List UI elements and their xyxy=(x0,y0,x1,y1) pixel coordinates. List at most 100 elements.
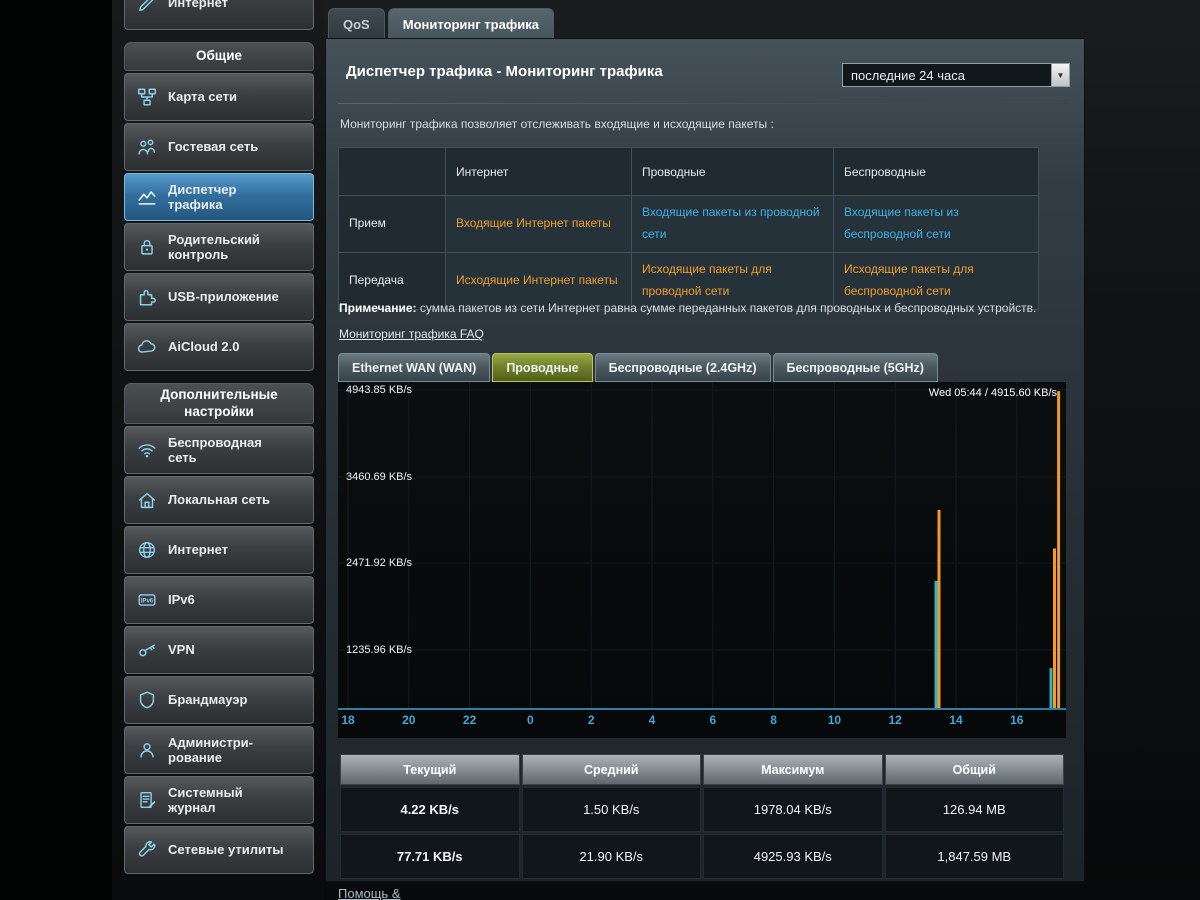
note-label: Примечание: xyxy=(339,301,417,315)
sidebar-item-system-log[interactable]: Системный журнал xyxy=(124,776,314,824)
intro-text: Мониторинг трафика позволяет отслеживать… xyxy=(340,117,774,131)
stats-header-current: Текущий xyxy=(340,754,520,785)
guest-network-icon xyxy=(135,135,159,159)
note-text: Примечание: сумма пакетов из сети Интерн… xyxy=(339,301,1059,315)
sidebar-item-network-map[interactable]: Карта сети xyxy=(124,73,314,121)
traffic-chart-svg xyxy=(338,382,1066,710)
stats-table: Текущий Средний Максимум Общий 4.22 KB/s… xyxy=(338,752,1066,881)
sidebar-item-label: Родительский контроль xyxy=(168,231,260,262)
house-icon xyxy=(135,488,159,512)
traffic-chart: 4943.85 KB/s 3460.69 KB/s 2471.92 KB/s 1235… xyxy=(338,382,1066,738)
sidebar-section-general-title: Общие xyxy=(124,42,314,71)
stats-value-current-rx: 4.22 KB/s xyxy=(340,787,520,832)
sidebar: Интернет Общие Карта сети Гостевая сеть xyxy=(124,0,314,876)
packet-cell: Исходящие пакеты для проводной сети xyxy=(631,252,834,310)
packet-table-header-row: Интернет Проводные Беспроводные xyxy=(338,147,1039,196)
row-label-transmission: Передача xyxy=(338,252,446,310)
chart-tab-wireless-24ghz[interactable]: Беспроводные (2.4GHz) xyxy=(594,353,771,382)
help-link[interactable]: Помощь & xyxy=(338,886,401,900)
chart-tab-wireless-5ghz[interactable]: Беспроводные (5GHz) xyxy=(772,353,938,382)
sidebar-item-lan[interactable]: Локальная сеть xyxy=(124,476,314,524)
note-body: сумма пакетов из сети Интернет равна сум… xyxy=(419,301,1037,315)
tab-traffic-monitoring[interactable]: Мониторинг трафика xyxy=(387,8,554,39)
puzzle-icon xyxy=(135,285,159,309)
page-title: Диспетчер трафика - Мониторинг трафика xyxy=(346,63,663,80)
packet-cell: Входящие пакеты из проводной сети xyxy=(631,195,834,253)
sidebar-item-ipv6[interactable]: IPv6 IPv6 xyxy=(124,576,314,624)
stats-value-total-rx: 126.94 MB xyxy=(884,787,1064,832)
packet-table-row-transmission: Передача Исходящие Интернет пакеты Исход… xyxy=(338,252,1039,310)
sidebar-item-firewall[interactable]: Брандмауэр xyxy=(124,676,314,724)
sidebar-item-guest-network[interactable]: Гостевая сеть xyxy=(124,123,314,171)
sidebar-item-label: Интернет xyxy=(168,0,229,10)
sidebar-item-wan[interactable]: Интернет xyxy=(124,526,314,574)
sidebar-item-wireless[interactable]: Беспроводная сеть xyxy=(124,426,314,474)
content-panel: Диспетчер трафика - Мониторинг трафика п… xyxy=(325,38,1085,882)
stats-value-maximum-tx: 4925.93 KB/s xyxy=(703,834,883,879)
sidebar-item-label: Гостевая сеть xyxy=(168,139,259,155)
packet-cell: Исходящие Интернет пакеты xyxy=(445,252,632,310)
faq-link[interactable]: Мониторинг трафика FAQ xyxy=(339,327,484,341)
sidebar-item-parental-control[interactable]: Родительский контроль xyxy=(124,223,314,271)
title-divider xyxy=(338,103,1070,104)
stats-row-transmission: 77.71 KB/s 21.90 KB/s 4925.93 KB/s 1,847… xyxy=(340,834,1064,879)
stats-value-maximum-rx: 1978.04 KB/s xyxy=(703,787,883,832)
sidebar-item-aicloud[interactable]: AiCloud 2.0 xyxy=(124,323,314,371)
period-select-value: последние 24 часа xyxy=(851,67,965,83)
sidebar-item-label: Брандмауэр xyxy=(168,692,248,708)
tab-traffic-monitoring-label: Мониторинг трафика xyxy=(402,16,539,32)
stats-row-reception: 4.22 KB/s 1.50 KB/s 1978.04 KB/s 126.94 … xyxy=(340,787,1064,832)
chart-tab-ethernet-wan[interactable]: Ethernet WAN (WAN) xyxy=(338,353,491,382)
sidebar-item-label: Администри- рование xyxy=(168,734,253,765)
packet-table-row-reception: Прием Входящие Интернет пакеты Входящие … xyxy=(338,195,1039,253)
tab-qos-label: QoS xyxy=(343,16,370,32)
sidebar-item-quick-internet-setup[interactable]: Интернет xyxy=(124,0,314,30)
ipv6-badge-icon: IPv6 xyxy=(135,588,159,612)
stats-header-row: Текущий Средний Максимум Общий xyxy=(340,754,1064,785)
sidebar-item-label: Беспроводная сеть xyxy=(168,434,262,465)
packet-table-header-internet: Интернет xyxy=(445,147,632,196)
chart-cursor-label: Wed 05:44 / 4915.60 KB/s xyxy=(928,387,1057,399)
traffic-manager-icon xyxy=(135,185,159,209)
stats-value-total-tx: 1,847.59 MB xyxy=(884,834,1064,879)
sidebar-item-label: AiCloud 2.0 xyxy=(168,339,240,355)
sidebar-item-traffic-manager[interactable]: Диспетчер трафика xyxy=(124,173,314,221)
log-document-icon xyxy=(135,788,159,812)
stats-value-current-tx: 77.71 KB/s xyxy=(340,834,520,879)
left-black-strip xyxy=(0,0,112,900)
chart-tab-wired[interactable]: Проводные xyxy=(492,353,593,382)
stats-value-average-tx: 21.90 KB/s xyxy=(521,834,701,879)
sidebar-item-label: Сетевые утилиты xyxy=(168,842,284,858)
sidebar-item-label: Интернет xyxy=(168,542,229,558)
top-tab-bar: QoS Мониторинг трафика xyxy=(328,8,554,39)
packet-table-corner-cell xyxy=(338,147,446,196)
cloud-icon xyxy=(135,335,159,359)
stats-header-maximum: Максимум xyxy=(703,754,883,785)
stats-header-average: Средний xyxy=(521,754,701,785)
period-select[interactable]: последние 24 часа ▼ xyxy=(842,63,1070,87)
sidebar-item-label: Локальная сеть xyxy=(168,492,270,508)
sidebar-item-label: Карта сети xyxy=(168,89,237,105)
chart-tabs: Ethernet WAN (WAN) Проводные Беспроводны… xyxy=(338,353,938,382)
row-label-reception: Прием xyxy=(338,195,446,253)
quick-setup-pencil-icon xyxy=(135,0,159,15)
person-icon xyxy=(135,738,159,762)
network-map-icon xyxy=(135,85,159,109)
sidebar-section-advanced-title: Дополнительные настройки xyxy=(124,383,314,424)
sidebar-section-advanced: Дополнительные настройки Беспроводная се… xyxy=(124,383,314,874)
sidebar-section-general: Общие Карта сети Гостевая сеть Диспетчер… xyxy=(124,42,314,371)
sidebar-item-vpn[interactable]: VPN xyxy=(124,626,314,674)
packet-cell: Входящие Интернет пакеты xyxy=(445,195,632,253)
sidebar-item-administration[interactable]: Администри- рование xyxy=(124,726,314,774)
svg-text:IPv6: IPv6 xyxy=(141,599,154,605)
sidebar-item-usb-application[interactable]: USB-приложение xyxy=(124,273,314,321)
sidebar-item-network-tools[interactable]: Сетевые утилиты xyxy=(124,826,314,874)
globe-icon xyxy=(135,538,159,562)
select-dropdown-arrow-icon[interactable]: ▼ xyxy=(1051,64,1069,86)
stats-value-average-rx: 1.50 KB/s xyxy=(521,787,701,832)
tab-qos[interactable]: QoS xyxy=(328,8,385,39)
stats-header-total: Общий xyxy=(884,754,1064,785)
packet-cell: Исходящие пакеты для беспроводной сети xyxy=(833,252,1039,310)
wifi-icon xyxy=(135,438,159,462)
